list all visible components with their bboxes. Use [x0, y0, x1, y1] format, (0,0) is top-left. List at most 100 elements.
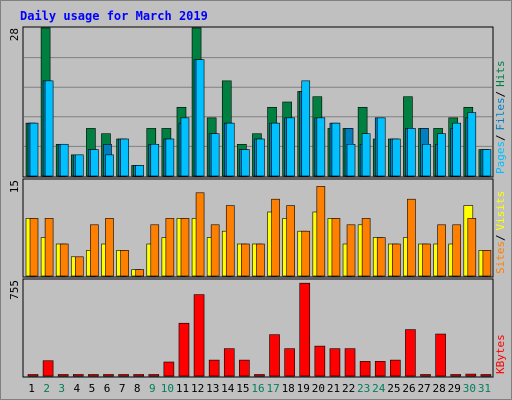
bar-sites-day-27 — [422, 243, 431, 277]
bar-sites-day-1 — [29, 218, 39, 277]
bar-pages-day-6 — [105, 154, 114, 177]
x-tick-label-day-12: 12 — [191, 382, 204, 395]
bar-sites-day-18 — [286, 205, 295, 277]
x-tick-label-day-4: 4 — [74, 382, 81, 395]
bar-sites-day-10 — [165, 218, 175, 277]
x-tick-label-day-10: 10 — [161, 382, 174, 395]
kbytes-panel-bg — [24, 280, 492, 376]
bar-sites-day-25 — [392, 243, 401, 277]
x-tick-label-day-9: 9 — [149, 382, 156, 395]
kbytes-legend-kbytes: KBytes — [494, 334, 507, 374]
x-tick-label-day-16: 16 — [251, 382, 264, 395]
bar-sites-day-24 — [376, 237, 386, 277]
bar-kbytes-day-21 — [329, 348, 341, 377]
x-tick-label-day-8: 8 — [134, 382, 141, 395]
visits-sites-legend-sep-0: / — [494, 234, 507, 241]
bar-sites-day-30 — [467, 218, 477, 277]
hits-files-pages-legend-sep-1: / — [494, 91, 507, 98]
x-tick-label-day-29: 29 — [448, 382, 461, 395]
bar-kbytes-day-23 — [359, 361, 371, 377]
x-tick-label-day-7: 7 — [119, 382, 126, 395]
bar-kbytes-day-26 — [405, 329, 416, 377]
x-tick-label-day-19: 19 — [297, 382, 310, 395]
bar-pages-day-18 — [286, 117, 295, 177]
bar-kbytes-day-9 — [148, 374, 160, 377]
x-tick-label-day-27: 27 — [417, 382, 430, 395]
bar-pages-day-25 — [392, 138, 401, 177]
bar-sites-day-5 — [90, 224, 99, 277]
bar-pages-day-16 — [256, 138, 265, 177]
x-tick-label-day-26: 26 — [402, 382, 415, 395]
x-tick-label-day-28: 28 — [433, 382, 446, 395]
x-tick-label-day-24: 24 — [372, 382, 386, 395]
bar-sites-day-16 — [256, 243, 265, 277]
kbytes-ymax-label: 755 — [8, 280, 21, 300]
x-tick-label-day-13: 13 — [206, 382, 219, 395]
bar-sites-day-29 — [452, 224, 462, 277]
bar-kbytes-day-10 — [163, 361, 175, 377]
bar-pages-day-26 — [407, 128, 416, 177]
chart-title: Daily usage for March 2019 — [20, 9, 208, 23]
bar-sites-day-17 — [271, 198, 280, 277]
visits-sites-ymax-label: 15 — [8, 180, 21, 193]
x-tick-label-day-25: 25 — [387, 382, 400, 395]
bar-kbytes-day-19 — [299, 282, 311, 377]
x-tick-label-day-31: 31 — [478, 382, 491, 395]
bar-kbytes-day-1 — [27, 374, 39, 377]
visits-sites-panel-border — [22, 178, 494, 278]
bar-pages-day-11 — [180, 117, 190, 177]
x-tick-label-day-3: 3 — [58, 382, 65, 395]
hits-files-pages-legend-files: Files — [494, 97, 507, 130]
bar-sites-day-21 — [331, 218, 341, 277]
bar-pages-day-27 — [422, 143, 431, 177]
bar-sites-day-3 — [59, 243, 69, 277]
bar-kbytes-day-22 — [344, 348, 356, 377]
bar-sites-day-6 — [105, 218, 114, 277]
bar-pages-day-30 — [467, 112, 477, 177]
bar-sites-day-15 — [241, 243, 250, 277]
x-tick-label-day-20: 20 — [312, 382, 325, 395]
visits-sites-legend-sites: Sites — [494, 241, 507, 274]
x-tick-label-day-5: 5 — [89, 382, 96, 395]
bar-pages-day-21 — [331, 122, 341, 177]
bar-sites-day-12 — [195, 192, 205, 277]
x-tick-label-day-22: 22 — [342, 382, 355, 395]
bar-sites-day-14 — [225, 205, 235, 277]
bar-pages-day-13 — [210, 133, 220, 177]
bar-kbytes-day-4 — [72, 374, 84, 377]
x-tick-label-day-30: 30 — [463, 382, 476, 395]
bar-pages-day-17 — [271, 122, 280, 177]
bar-kbytes-day-14 — [223, 348, 235, 377]
bar-sites-day-28 — [437, 224, 446, 277]
bar-kbytes-day-30 — [465, 373, 477, 377]
bar-pages-day-19 — [301, 80, 311, 177]
bar-sites-day-11 — [180, 218, 190, 277]
hits-files-pages-panel-border — [22, 26, 494, 178]
bar-kbytes-day-28 — [435, 333, 446, 377]
bar-pages-day-2 — [44, 80, 54, 177]
bar-pages-day-8 — [135, 165, 144, 177]
bar-kbytes-day-16 — [254, 374, 265, 377]
hits-files-pages-legend-pages: Pages — [494, 141, 507, 174]
x-tick-label-day-14: 14 — [221, 382, 235, 395]
bar-kbytes-day-24 — [374, 361, 386, 377]
bar-pages-day-31 — [482, 149, 492, 177]
kbytes-panel-border — [22, 278, 494, 378]
bar-kbytes-day-17 — [269, 334, 280, 377]
bar-pages-day-12 — [195, 59, 205, 177]
hits-files-pages-legend-hits: Hits — [494, 60, 507, 87]
bar-pages-day-15 — [241, 149, 250, 177]
bar-kbytes-day-25 — [390, 359, 401, 377]
bar-kbytes-day-3 — [57, 374, 69, 377]
bar-kbytes-day-6 — [103, 374, 114, 377]
x-tick-label-day-6: 6 — [104, 382, 111, 395]
bar-sites-day-9 — [150, 224, 160, 277]
bar-kbytes-day-8 — [133, 374, 144, 377]
x-tick-label-day-2: 2 — [43, 382, 50, 395]
visits-sites-legend-visits: Visits — [494, 191, 507, 231]
bar-pages-day-23 — [361, 133, 371, 177]
bar-sites-day-7 — [120, 250, 129, 277]
bar-kbytes-day-27 — [420, 374, 431, 377]
x-tick-label-day-23: 23 — [357, 382, 370, 395]
bar-kbytes-day-15 — [239, 359, 250, 377]
